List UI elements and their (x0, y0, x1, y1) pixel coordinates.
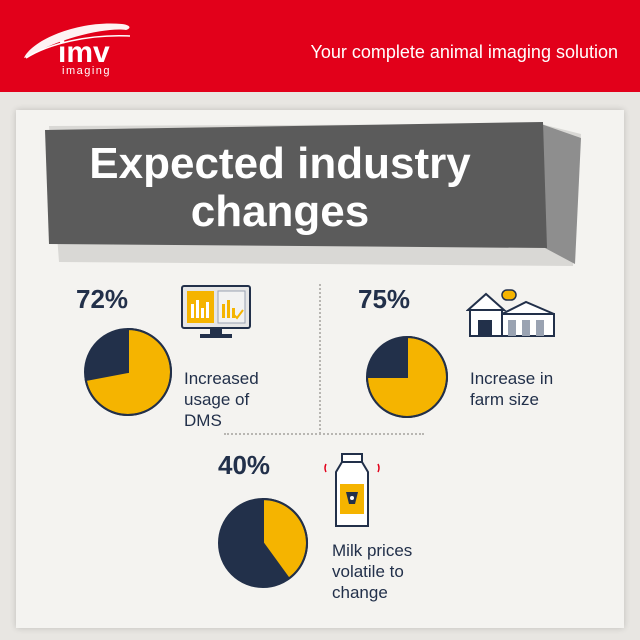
page-title: Expected industry changes (60, 140, 500, 236)
computer-monitor-icon (180, 284, 252, 340)
milk-bottle-icon (322, 448, 382, 532)
imv-logo: imv imaging (18, 14, 138, 78)
stat-farm-label-line: farm size (470, 390, 539, 409)
title-line-1: Expected industry (89, 139, 471, 188)
divider-horizontal (224, 433, 424, 435)
stat-milk-label-line: Milk prices (332, 541, 413, 560)
stat-dms-label-line: Increased (184, 369, 259, 388)
logo-text: imv (58, 36, 110, 69)
stat-farm-label-line: Increase in (470, 369, 554, 388)
stat-milk-pie (216, 496, 310, 590)
stat-farm-label: Increase in farm size (470, 368, 553, 410)
header-bar: imv imaging Your complete animal imaging… (0, 0, 640, 92)
stat-dms-pie (82, 326, 174, 418)
divider-vertical (319, 284, 321, 434)
pie-outline (84, 328, 172, 416)
logo-subtext: imaging (62, 65, 111, 77)
stat-milk-percent: 40% (218, 450, 271, 480)
pie-outline (218, 498, 308, 588)
stat-milk-label-line: change (332, 583, 388, 602)
stat-milk-label-line: volatile to (332, 562, 404, 581)
title-line-2: changes (190, 187, 370, 236)
stat-farm-pie (364, 334, 450, 420)
farm-barn-icon (466, 284, 558, 340)
stat-farm-percent: 75% (358, 284, 411, 314)
stat-dms-label: Increased usage of DMS (184, 368, 259, 431)
pie-outline (366, 336, 448, 418)
title-banner (45, 116, 585, 268)
stat-dms-percent: 72% (76, 284, 129, 314)
stat-dms-label-line: usage of (184, 390, 250, 409)
tagline: Your complete animal imaging solution (310, 42, 618, 62)
stat-milk-label: Milk prices volatile to change (332, 540, 412, 603)
stat-dms-label-line: DMS (184, 411, 222, 430)
